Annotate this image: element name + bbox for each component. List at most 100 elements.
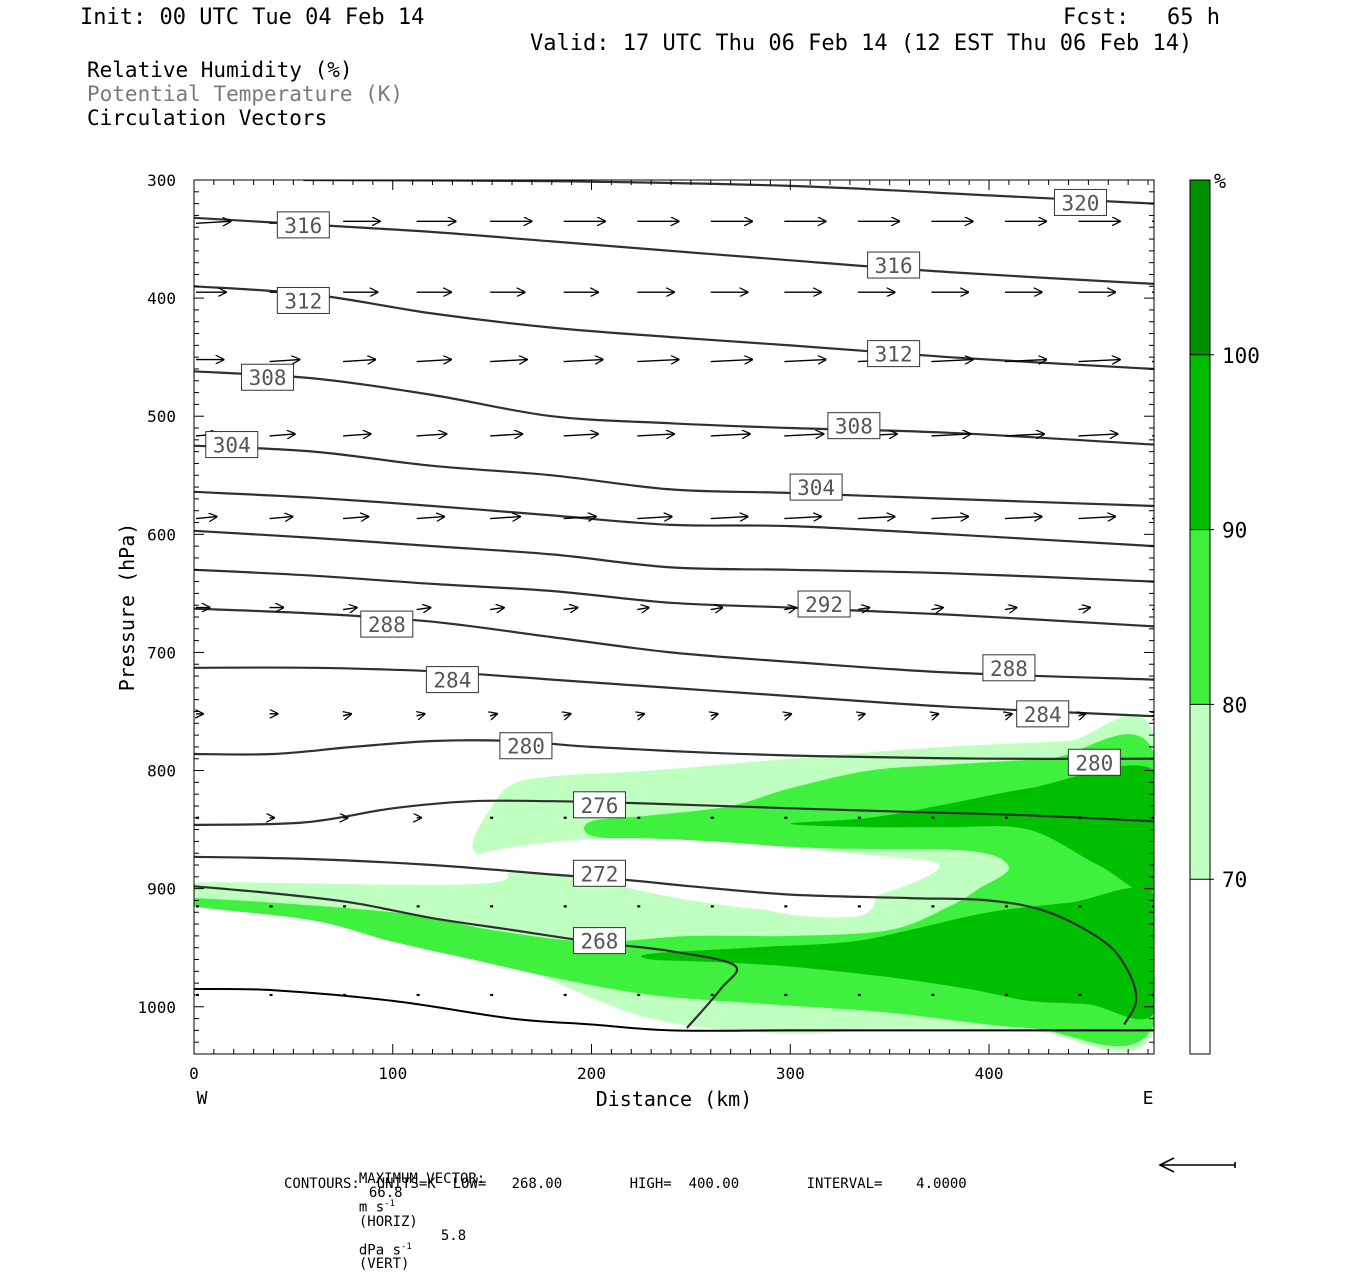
contour-label-box-272-1 (572, 859, 626, 887)
theta-contour-320 (303, 180, 1154, 205)
vector-arrow-4-3 (416, 517, 445, 519)
contour-label-312-2: 312 (875, 343, 913, 367)
colorbar-segment-0 (1190, 879, 1210, 1054)
contour-label-box-284-2 (1016, 700, 1070, 728)
vector-arrow-6-8 (784, 714, 791, 716)
reference-vector-icon (1158, 1157, 1236, 1173)
colorbar-unit: % (1214, 169, 1226, 193)
vector-arrow-3-7 (710, 434, 750, 436)
vector-arrow-2-12 (1078, 360, 1119, 362)
vector-arrow-2-13 (1151, 360, 1154, 363)
vector-arrow-2-15 (1299, 360, 1340, 362)
west-label: W (197, 1088, 208, 1109)
contour-label-316-2: 316 (875, 254, 913, 278)
x-tick-label-400: 400 (975, 1064, 1004, 1083)
contour-label-316-1: 316 (284, 214, 322, 238)
theta-contour-268 (194, 885, 739, 1029)
theta-contour-312 (194, 285, 1154, 371)
x-axis-title: Distance (km) (596, 1087, 753, 1111)
y-axis-title: Pressure (hPa) (115, 523, 139, 692)
y-tick-label-700: 700 (147, 643, 176, 662)
legend-rh: Relative Humidity (%) (87, 58, 353, 82)
vector-arrow-3-6 (637, 434, 674, 436)
horiz-unit-sup: -1 (384, 1199, 395, 1209)
contour-label-box-320-1 (1053, 188, 1107, 216)
vector-arrow-6-12 (1078, 714, 1085, 716)
x-tick-label-200: 200 (577, 1064, 606, 1083)
vector-arrow-2-11 (1004, 360, 1046, 362)
vector-arrow-6-9 (858, 714, 865, 716)
contour-label-288-1: 288 (368, 613, 406, 637)
y-tick-label-800: 800 (147, 762, 176, 781)
cross-section-chart: 2682722762802802842842882882923043043083… (115, 169, 1340, 1111)
contour-label-280-1: 280 (507, 735, 545, 759)
contour-label-320-1: 320 (1061, 191, 1099, 215)
contour-label-box-292-1 (797, 590, 851, 618)
vector-arrow-5-2 (342, 608, 357, 610)
vector-arrow-4-8 (784, 517, 821, 519)
colorbar-segment-3 (1190, 354, 1210, 530)
vector-arrow-2-8 (784, 360, 825, 362)
y-tick-label-1000: 1000 (137, 998, 176, 1017)
init-time: Init: 00 UTC Tue 04 Feb 14 (80, 5, 425, 30)
vector-arrow-6-7 (711, 714, 718, 716)
ground-surface-line (194, 987, 1154, 1032)
contour-label-288-2: 288 (990, 657, 1028, 681)
theta-contour-280 (194, 739, 1154, 760)
colorbar: 70 80 90 100% (1189, 169, 1260, 1055)
x-tick-label-0: 0 (189, 1064, 199, 1083)
vector-arrow-5-4 (490, 608, 504, 610)
vector-arrow-3-14 (1226, 434, 1265, 436)
legend-vectors: Circulation Vectors (87, 106, 328, 130)
vector-arrow-2-2 (343, 360, 375, 362)
vector-arrow-2-7 (710, 360, 752, 362)
colorbar-segment-4 (1190, 180, 1210, 355)
forecast-label: Fcst: (1063, 5, 1130, 30)
vector-arrow-5-10 (931, 608, 943, 610)
axes-layer: 300 400 500 600 700 800 900 1000 0 100 200 300 400 W E… (115, 171, 1154, 1111)
vector-arrow-6-3 (417, 714, 425, 716)
theta-contour-284 (194, 666, 1154, 718)
contour-label-304-1: 304 (213, 434, 251, 458)
theta-contour-304 (194, 444, 1154, 508)
vector-arrow-4-11 (1004, 517, 1042, 519)
legend-theta: Potential Temperature (K) (87, 82, 404, 106)
y-tick-label-400: 400 (147, 289, 176, 308)
theta-contour-300 (194, 490, 1154, 548)
vector-arrow-4-4 (490, 517, 520, 519)
east-label: E (1143, 1088, 1154, 1109)
contour-label-box-316-1 (276, 211, 330, 239)
vector-arrow-6-4 (490, 714, 497, 716)
contour-label-box-276-1 (572, 791, 626, 819)
contour-label-box-316-2 (867, 251, 921, 279)
vector-arrow-3-11 (1004, 434, 1044, 436)
colorbar-segment-2 (1190, 529, 1210, 705)
colorbar-label-90: 90 (1222, 519, 1247, 543)
contour-label-box-312-2 (867, 340, 921, 368)
vector-arrow-5-12 (1078, 608, 1090, 610)
theta-contour-308 (194, 370, 1154, 446)
vector-arrow-3-12 (1078, 434, 1117, 436)
rh-region-90-2 (641, 887, 1154, 1020)
contour-label-box-304-1 (205, 431, 259, 459)
contour-label-304-2: 304 (797, 476, 835, 500)
contour-label-layer: 268 272 276 280 280 284 284 288 288 292 304 304 308 3… (205, 188, 1121, 955)
vector-arrow-4-13 (1151, 517, 1154, 520)
theta-contour-316 (194, 216, 1154, 285)
y-tick-label-300: 300 (147, 171, 176, 190)
vector-arrow-4-2 (343, 517, 368, 519)
contour-label-272-1: 272 (580, 862, 618, 886)
vector-arrow-5-9 (857, 608, 870, 610)
x-tick-label-300: 300 (776, 1064, 805, 1083)
contour-label-308-1: 308 (249, 366, 287, 390)
theta-contour-292 (194, 568, 1154, 628)
vector-arrow-3-2 (343, 434, 371, 436)
y-tick-label-600: 600 (147, 525, 176, 544)
colorbar-segment-1 (1190, 704, 1210, 880)
theta-contour-288 (194, 607, 1154, 681)
vector-arrow-6-11 (1005, 714, 1012, 716)
vector-arrow-6-5 (564, 714, 571, 716)
contour-info: CONTOURS: UNITS=K LOW= 268.00 HIGH= 400.… (284, 1176, 967, 1192)
vector-arrow-3-10 (931, 434, 970, 436)
vector-arrow-4-10 (931, 517, 968, 519)
